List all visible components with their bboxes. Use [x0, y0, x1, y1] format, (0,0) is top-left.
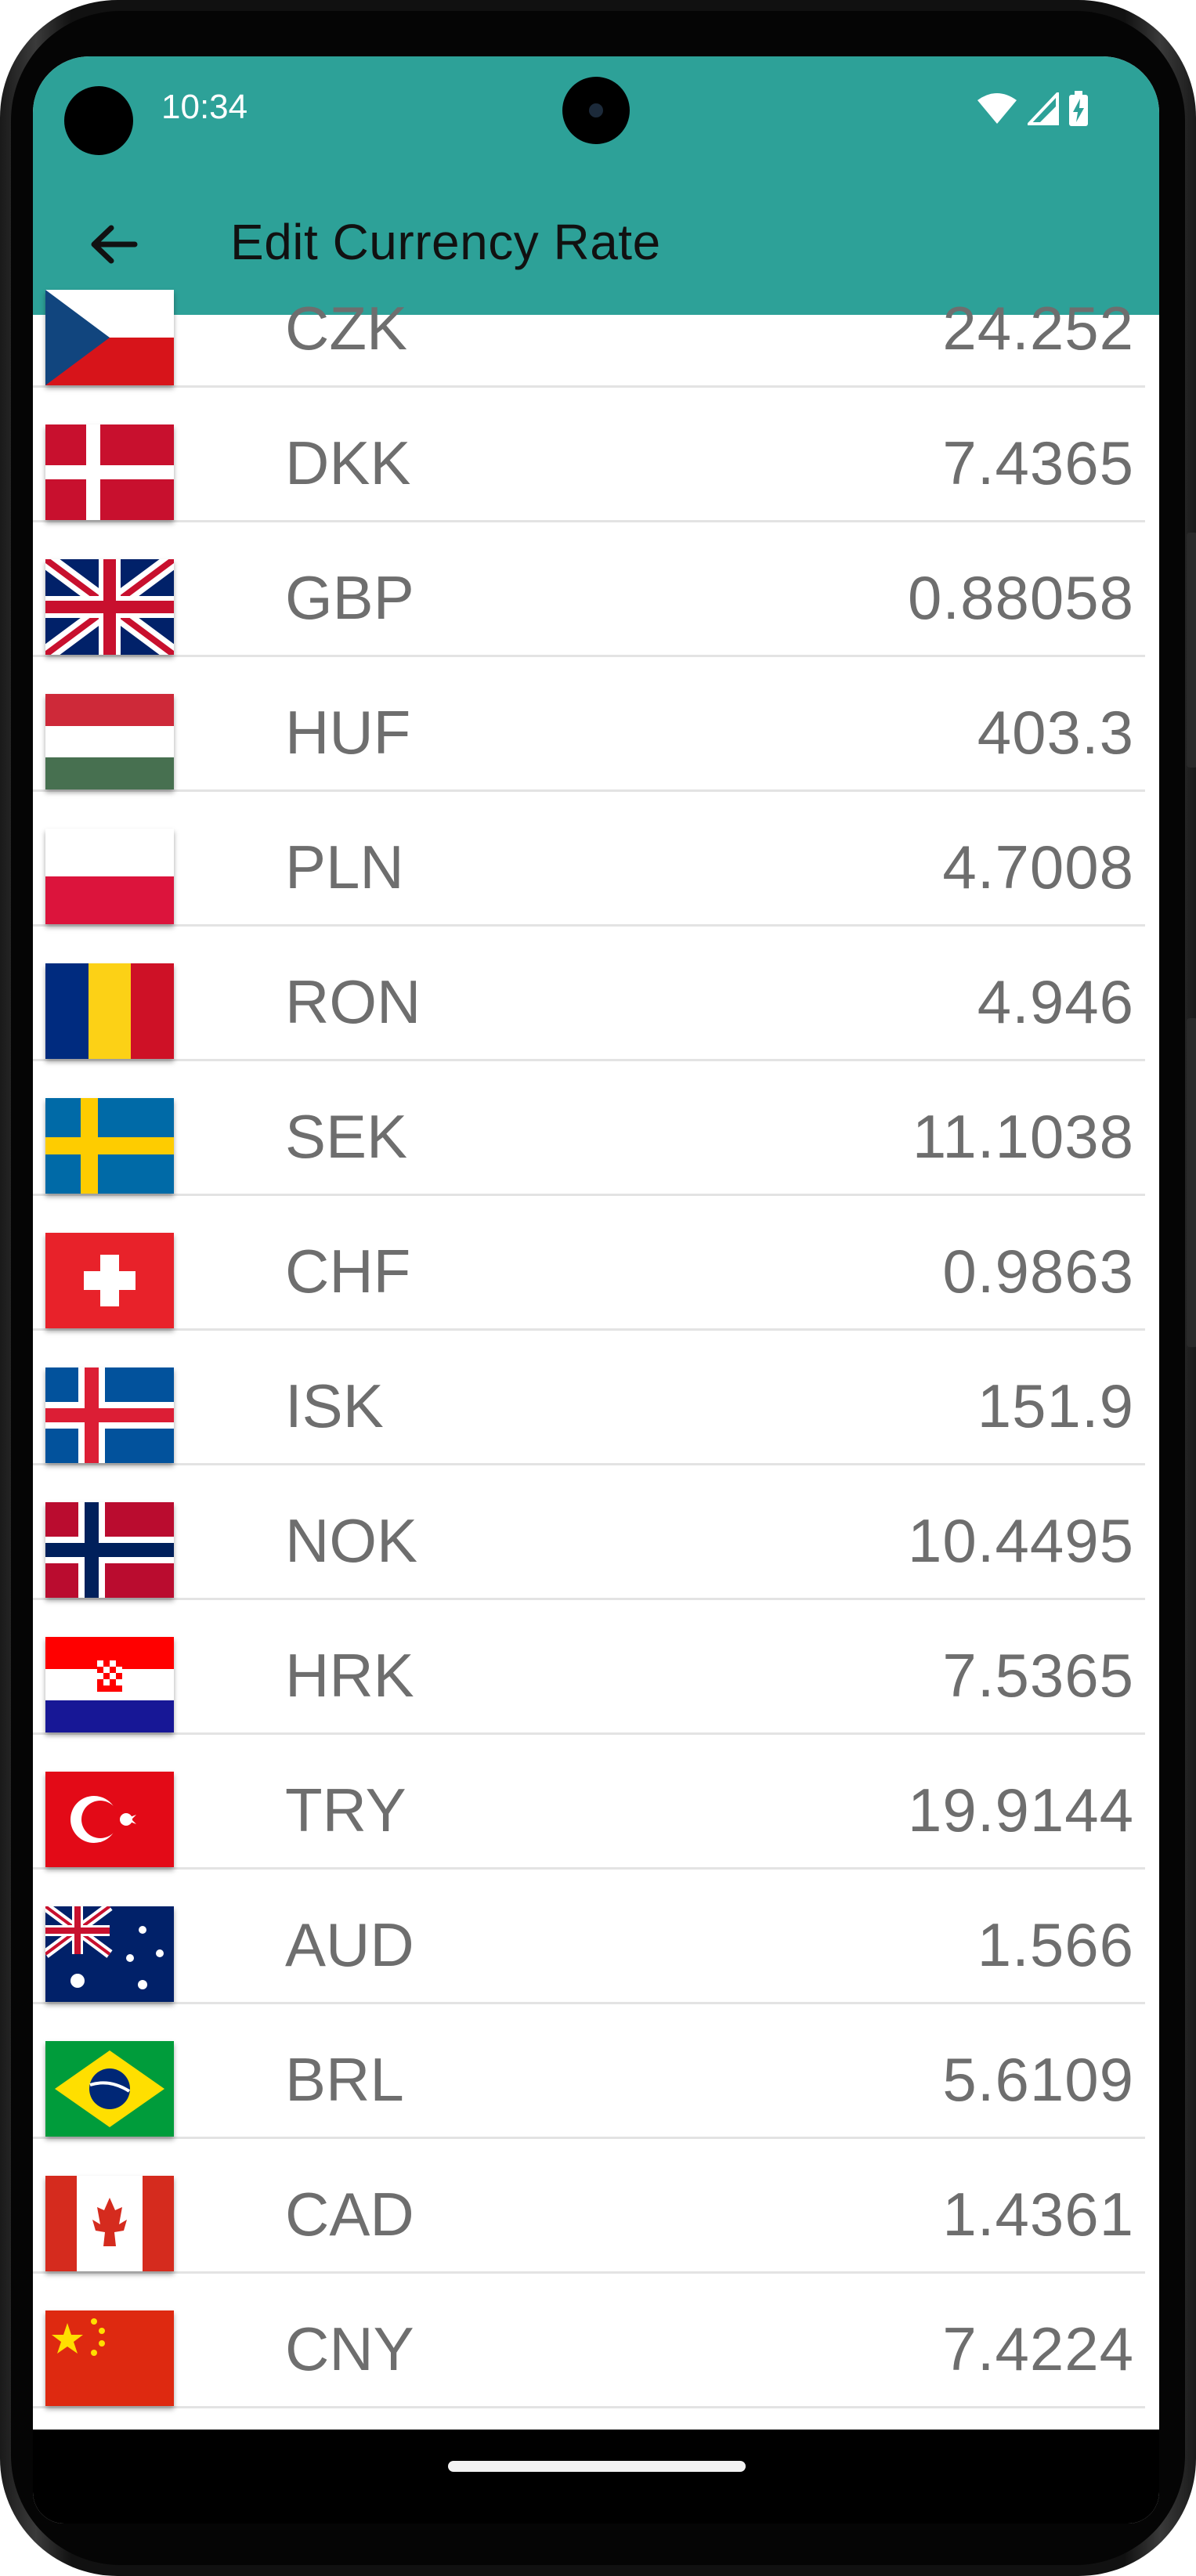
currency-rate[interactable]: 0.88058 — [908, 563, 1134, 632]
china-flag-icon — [45, 2310, 174, 2406]
currency-code: HUF — [285, 698, 411, 767]
currency-rate[interactable]: 4.946 — [977, 967, 1134, 1036]
currency-code: PLN — [285, 833, 404, 901]
system-nav-bar — [33, 2430, 1159, 2524]
currency-row-try[interactable]: TRY 19.9144 — [33, 1734, 1145, 1870]
czech-flag-icon — [45, 290, 174, 385]
currency-code: HRK — [285, 1641, 414, 1710]
currency-rate[interactable]: 5.6109 — [942, 2045, 1134, 2114]
currency-code: RON — [285, 967, 421, 1036]
status-time: 10:34 — [161, 88, 248, 126]
currency-code: NOK — [285, 1506, 418, 1575]
currency-rate[interactable]: 403.3 — [977, 698, 1134, 767]
currency-row-dkk[interactable]: DKK 7.4365 — [33, 387, 1145, 522]
status-icons — [976, 89, 1089, 128]
app-bar: 10:34 Edit Currency Rate — [33, 56, 1159, 315]
battery-charging-icon — [1069, 91, 1088, 126]
uk-flag-icon — [45, 559, 174, 655]
australia-flag-icon — [45, 1906, 174, 2002]
back-arrow-icon[interactable] — [80, 209, 150, 280]
currency-rate[interactable]: 24.252 — [942, 294, 1134, 363]
currency-row-brl[interactable]: BRL 5.6109 — [33, 2003, 1145, 2139]
currency-code: GBP — [285, 563, 414, 632]
currency-row-czk[interactable]: CZK 24.252 — [33, 252, 1145, 388]
currency-rate[interactable]: 7.5365 — [942, 1641, 1134, 1710]
iceland-flag-icon — [45, 1367, 174, 1463]
currency-code: DKK — [285, 428, 411, 497]
currency-code: AUD — [285, 1910, 414, 1979]
currency-rate[interactable]: 1.566 — [977, 1910, 1134, 1979]
switzerland-flag-icon — [45, 1233, 174, 1328]
currency-row-huf[interactable]: HUF 403.3 — [33, 656, 1145, 792]
sweden-flag-icon — [45, 1098, 174, 1194]
currency-code: CHF — [285, 1237, 411, 1306]
cell-signal-icon — [1028, 92, 1059, 125]
brazil-flag-icon — [45, 2041, 174, 2137]
currency-rate[interactable]: 19.9144 — [908, 1776, 1134, 1844]
front-camera — [562, 77, 630, 144]
currency-rate[interactable]: 0.9863 — [942, 1237, 1134, 1306]
currency-code: BRL — [285, 2045, 404, 2114]
currency-code: SEK — [285, 1102, 408, 1171]
currency-rate[interactable]: 1.4361 — [942, 2180, 1134, 2249]
currency-row-chf[interactable]: CHF 0.9863 — [33, 1195, 1145, 1331]
currency-rate[interactable]: 11.1038 — [912, 1102, 1134, 1171]
currency-row-pln[interactable]: PLN 4.7008 — [33, 791, 1145, 927]
currency-rate[interactable]: 4.7008 — [942, 833, 1134, 901]
currency-code: CNY — [285, 2314, 414, 2383]
currency-code: ISK — [285, 1371, 384, 1440]
status-indicator-dot — [64, 86, 133, 155]
currency-row-aud[interactable]: AUD 1.566 — [33, 1869, 1145, 2004]
canada-flag-icon — [45, 2176, 174, 2271]
currency-row-nok[interactable]: NOK 10.4495 — [33, 1465, 1145, 1600]
page-title: Edit Currency Rate — [230, 214, 661, 270]
currency-row-ron[interactable]: RON 4.946 — [33, 926, 1145, 1061]
norway-flag-icon — [45, 1502, 174, 1598]
home-indicator[interactable] — [448, 2461, 746, 2472]
currency-rate[interactable]: 7.4224 — [942, 2314, 1134, 2383]
volume-button — [1187, 533, 1196, 768]
poland-flag-icon — [45, 829, 174, 924]
currency-code: CAD — [285, 2180, 414, 2249]
currency-row-cad[interactable]: CAD 1.4361 — [33, 2138, 1145, 2274]
currency-code: CZK — [285, 294, 407, 363]
currency-rate[interactable]: 151.9 — [977, 1371, 1134, 1440]
currency-row-gbp[interactable]: GBP 0.88058 — [33, 522, 1145, 657]
currency-code: TRY — [285, 1776, 406, 1844]
currency-rate[interactable]: 7.4365 — [942, 428, 1134, 497]
wifi-icon — [977, 93, 1017, 124]
turkey-flag-icon — [45, 1772, 174, 1867]
currency-row-isk[interactable]: ISK 151.9 — [33, 1330, 1145, 1465]
currency-rate[interactable]: 10.4495 — [908, 1506, 1134, 1575]
denmark-flag-icon — [45, 425, 174, 520]
hungary-flag-icon — [45, 694, 174, 789]
croatia-flag-icon — [45, 1637, 174, 1732]
currency-row-hrk[interactable]: HRK 7.5365 — [33, 1599, 1145, 1735]
currency-row-sek[interactable]: SEK 11.1038 — [33, 1060, 1145, 1196]
romania-flag-icon — [45, 963, 174, 1059]
screen: 10:34 Edit Currency Rate CZK 24.252 DKK 7.4… — [33, 56, 1159, 2524]
power-button — [1187, 1018, 1196, 1347]
currency-row-cny[interactable]: CNY 7.4224 — [33, 2273, 1145, 2408]
